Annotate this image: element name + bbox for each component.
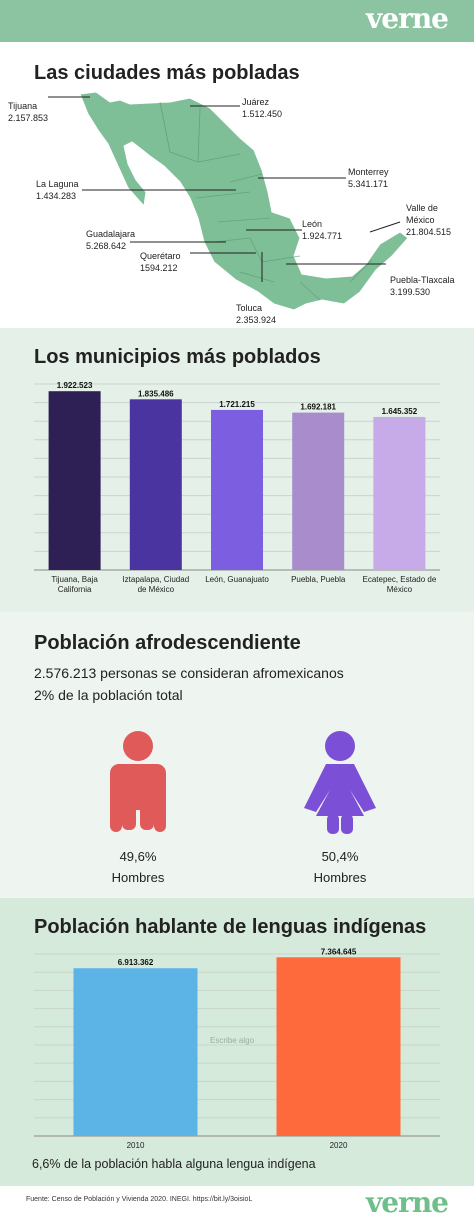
verne-logo: verne xyxy=(365,2,449,35)
city-label-monterrey: Monterrey 5.341.171 xyxy=(348,167,389,189)
tick-label: Iztapalapa, Ciudad xyxy=(122,575,189,584)
indigenas-chart: 6.913.362 2010 7.364.645 2020 xyxy=(34,947,440,1150)
mexico-map xyxy=(48,91,409,311)
city-label-leon: León 1.924.771 xyxy=(302,219,343,241)
indigenas-note: 6,6% de la población habla alguna lengua… xyxy=(32,1157,316,1171)
data-label: 1.692.181 xyxy=(300,403,336,412)
city-label-tijuana: Tijuana 2.157.853 xyxy=(8,101,49,123)
data-label: 1.645.352 xyxy=(382,407,418,416)
municipios-section: Los municipios más poblados 1.922.523 Tij… xyxy=(0,328,474,612)
men-label: Hombres xyxy=(111,870,165,885)
data-label: 1.835.486 xyxy=(138,389,174,398)
footer: Fuente: Censo de Población y Vivienda 20… xyxy=(0,1186,474,1226)
cities-title: Las ciudades más pobladas xyxy=(34,62,300,84)
afro-title: Población afrodescendiente xyxy=(34,632,301,654)
data-label: 7.364.645 xyxy=(321,947,357,956)
source-text: Fuente: Censo de Población y Vivienda 20… xyxy=(26,1196,253,1203)
tick-label: 2020 xyxy=(330,1141,348,1150)
data-label: 6.913.362 xyxy=(118,958,154,967)
tick-label: 2010 xyxy=(127,1141,145,1150)
verne-footer-logo: verne xyxy=(365,1186,449,1219)
top-bar: verne xyxy=(0,0,474,42)
city-label-guadalajara: Guadalajara 5.268.642 xyxy=(86,229,136,251)
city-label-la-laguna: La Laguna 1.434.283 xyxy=(36,179,79,201)
tick-label: Ecatepec, Estado de xyxy=(362,575,436,584)
tick-label: California xyxy=(58,585,92,594)
bar xyxy=(373,416,426,570)
afro-icons xyxy=(110,731,376,834)
watermark-text: Escribe algo xyxy=(210,1036,255,1045)
bar xyxy=(48,391,101,570)
municipios-title: Los municipios más poblados xyxy=(34,346,321,368)
men-percent: 49,6% xyxy=(119,849,157,864)
city-label-queretaro: Querétaro 1594.212 xyxy=(140,251,181,273)
bar xyxy=(129,399,182,570)
woman-icon xyxy=(304,731,376,834)
bar xyxy=(292,412,345,570)
city-label-toluca: Toluca 2.353.924 xyxy=(236,303,277,325)
tick-label: Puebla, Puebla xyxy=(291,575,346,584)
afro-section: Población afrodescendiente 2.576.213 per… xyxy=(0,612,474,898)
afro-count-text: 2.576.213 personas se consideran afromex… xyxy=(34,665,344,681)
city-label-puebla-tlaxcala: Puebla-Tlaxcala 3.199.530 xyxy=(390,275,455,297)
city-label-valle-de-mexico: Valle de México 21.804.515 xyxy=(406,203,452,237)
bar xyxy=(276,957,401,1136)
data-label: 1.922.523 xyxy=(57,381,93,390)
women-percent: 50,4% xyxy=(321,849,359,864)
mexico-map-shape xyxy=(79,91,409,311)
indigenas-title: Población hablante de lenguas indígenas xyxy=(34,916,427,938)
city-label-juarez: Juárez 1.512.450 xyxy=(242,97,283,119)
tick-label: México xyxy=(387,585,413,594)
tick-label: de México xyxy=(138,585,175,594)
bar xyxy=(211,409,263,570)
bar xyxy=(73,968,198,1136)
man-icon xyxy=(110,731,166,832)
data-label: 1.721.215 xyxy=(219,400,255,409)
tick-label: León, Guanajuato xyxy=(205,575,269,584)
women-label: Hombres xyxy=(313,870,367,885)
cities-section: Las ciudades más pobladas Tijuana 2.157.8… xyxy=(0,42,474,328)
indigenas-section: Población hablante de lenguas indígenas … xyxy=(0,898,474,1186)
tick-label: Tijuana, Baja xyxy=(51,575,98,584)
afro-percent-text: 2% de la población total xyxy=(34,687,183,703)
